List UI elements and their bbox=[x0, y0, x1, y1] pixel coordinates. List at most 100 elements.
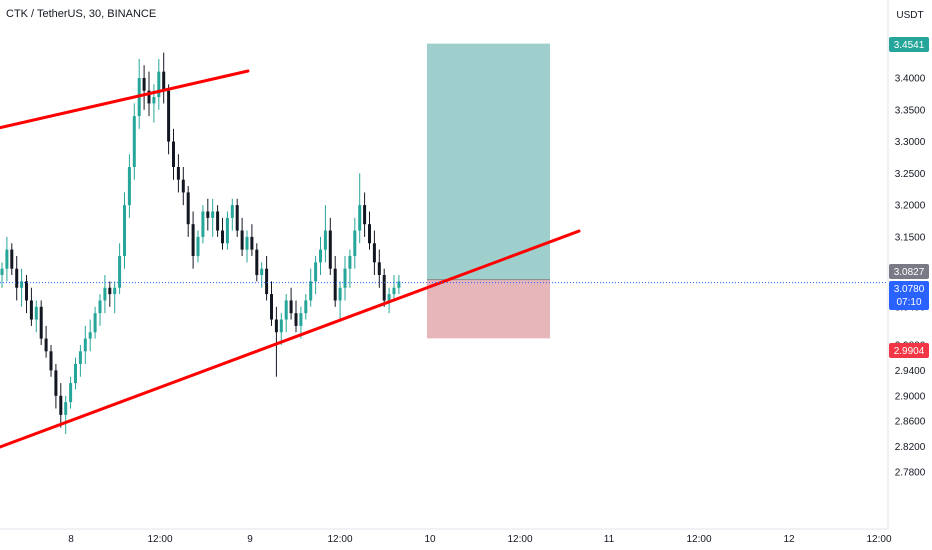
candle bbox=[328, 217, 332, 276]
target-price-label: 3.4541 bbox=[894, 40, 925, 51]
candle bbox=[34, 300, 38, 333]
candle-body bbox=[333, 268, 337, 301]
candle bbox=[191, 211, 195, 269]
candle-body bbox=[176, 166, 180, 180]
time-tick-label: 10 bbox=[424, 534, 436, 545]
candle-body bbox=[59, 395, 63, 415]
candle bbox=[88, 319, 92, 352]
candle bbox=[250, 224, 254, 256]
candle bbox=[142, 65, 146, 110]
candle-body bbox=[39, 306, 43, 339]
candle bbox=[83, 325, 87, 365]
candle bbox=[338, 281, 342, 320]
candle-body bbox=[191, 224, 195, 256]
candle bbox=[270, 281, 273, 326]
price-tick-label: 2.9400 bbox=[895, 366, 926, 377]
candle-body bbox=[250, 236, 254, 250]
candle bbox=[382, 268, 386, 307]
countdown-label: 07:10 bbox=[896, 297, 921, 308]
candle-body bbox=[147, 90, 151, 104]
candle bbox=[172, 128, 175, 180]
candle-body bbox=[44, 338, 48, 352]
candle-body bbox=[392, 287, 396, 295]
candle bbox=[279, 313, 283, 345]
candle bbox=[230, 198, 234, 231]
candle bbox=[201, 205, 205, 244]
candles-layer bbox=[0, 52, 401, 434]
candle bbox=[260, 262, 264, 288]
candle bbox=[108, 281, 112, 307]
candle-body bbox=[206, 211, 210, 218]
candle bbox=[323, 205, 327, 263]
candle bbox=[333, 255, 337, 307]
candle bbox=[152, 84, 156, 123]
candle bbox=[368, 211, 371, 250]
candle bbox=[377, 249, 381, 288]
time-tick-label: 9 bbox=[247, 534, 253, 545]
candle-body bbox=[260, 268, 264, 276]
time-tick-label: 11 bbox=[604, 534, 615, 545]
candle bbox=[10, 243, 14, 276]
candle-body bbox=[284, 300, 288, 320]
candle-body bbox=[123, 205, 126, 256]
candle bbox=[137, 58, 141, 129]
candle-body bbox=[221, 230, 224, 244]
candle-body bbox=[93, 313, 97, 333]
candle bbox=[5, 236, 9, 282]
candle-body bbox=[235, 205, 239, 231]
candle bbox=[44, 325, 48, 358]
candle bbox=[29, 287, 33, 326]
price-tick-label: 3.1500 bbox=[895, 232, 926, 243]
time-tick-label: 8 bbox=[68, 534, 74, 545]
candle-body bbox=[25, 281, 28, 301]
price-axis-unit: USDT bbox=[896, 10, 923, 21]
time-tick-label: 12 bbox=[783, 534, 795, 545]
time-axis-ticks: 8 12:00 9 12:00 10 12:00 11 12:00 12 12:00 bbox=[68, 534, 892, 545]
candle-body bbox=[186, 192, 190, 225]
candle bbox=[15, 255, 19, 301]
price-tick-label: 3.2000 bbox=[895, 201, 926, 212]
candle-body bbox=[309, 281, 313, 301]
candle bbox=[0, 262, 4, 288]
candle-body bbox=[74, 364, 77, 384]
candle bbox=[74, 357, 77, 390]
candle-body bbox=[368, 224, 371, 244]
target-price-tag: 3.4541 bbox=[889, 37, 929, 52]
candle bbox=[235, 198, 239, 237]
candle bbox=[319, 236, 322, 276]
candle-body bbox=[78, 351, 82, 365]
price-tick-label: 3.3000 bbox=[895, 137, 926, 148]
candle-body bbox=[274, 319, 278, 333]
candle-body bbox=[113, 287, 117, 295]
candle-body bbox=[314, 262, 318, 282]
candle bbox=[284, 294, 288, 333]
candle bbox=[103, 275, 107, 314]
time-tick-label: 12:00 bbox=[147, 534, 172, 545]
candle-body bbox=[304, 300, 308, 314]
candle-body bbox=[152, 97, 156, 104]
candle-body bbox=[142, 78, 146, 91]
candle bbox=[162, 52, 166, 104]
candle-body bbox=[118, 255, 122, 288]
candle-body bbox=[343, 268, 347, 288]
candle bbox=[64, 395, 68, 434]
candle bbox=[127, 154, 131, 218]
candle-body bbox=[265, 268, 269, 295]
trendline-lower bbox=[0, 229, 581, 449]
price-tick-label: 2.8600 bbox=[895, 417, 926, 428]
time-tick-label: 12:00 bbox=[327, 534, 352, 545]
candle bbox=[113, 281, 117, 314]
candle-body bbox=[230, 205, 234, 218]
candle-body bbox=[167, 90, 171, 142]
candle bbox=[59, 383, 63, 428]
candle bbox=[372, 230, 376, 276]
time-tick-label: 12:00 bbox=[866, 534, 891, 545]
candle bbox=[255, 243, 259, 282]
candle-body bbox=[353, 230, 357, 256]
last-price-label: 3.0780 bbox=[894, 284, 925, 295]
candle-body bbox=[211, 211, 215, 218]
candle bbox=[343, 255, 347, 301]
time-axis-panel[interactable] bbox=[0, 529, 932, 550]
candle-body bbox=[245, 236, 249, 250]
